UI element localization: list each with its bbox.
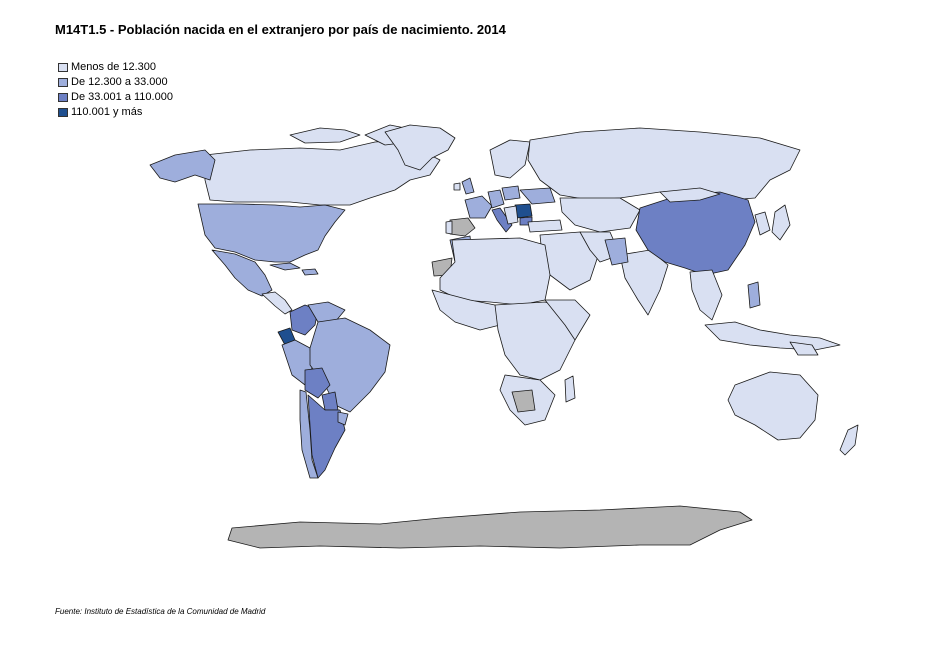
region-canada [204,139,441,206]
legend-swatch [58,63,68,72]
region-spain [449,217,476,237]
region-se-asia [689,269,723,321]
region-new-zealand [839,424,859,456]
region-mongolia [659,187,721,203]
region-uk [461,177,475,195]
region-ukraine [519,187,556,205]
legend-item: 110.001 y más [58,105,173,120]
region-greenland [384,124,456,171]
region-pakistan [604,237,629,266]
source-note: Fuente: Instituto de Estadística de la C… [55,607,266,616]
region-madagascar [564,375,576,403]
region-east-africa [544,299,591,341]
legend-label: 110.001 y más [71,106,143,118]
region-south-africa [511,389,536,413]
legend-item: De 33.001 a 110.000 [58,90,173,105]
legend-label: Menos de 12.300 [71,61,157,73]
region-australia [727,371,819,441]
region-dominican-rep [301,268,319,276]
map-title: M14T1.5 - Población nacida en el extranj… [55,22,506,37]
legend-swatch [58,93,68,102]
region-png [789,341,819,356]
region-philippines [747,281,761,309]
legend-item: De 12.300 a 33.000 [58,75,173,90]
region-venezuela [307,301,346,323]
legend-label: De 33.001 a 110.000 [71,91,173,103]
region-argentina [307,394,346,479]
region-brazil [309,317,391,413]
region-central-asia [559,197,641,233]
region-alaska [149,149,216,183]
region-uruguay [337,411,349,426]
region-colombia [289,304,319,336]
legend-label: De 12.300 a 33.000 [71,76,168,88]
region-korea-japan [754,211,771,236]
legend-item: Menos de 12.300 [58,60,173,75]
region-usa [197,203,346,263]
region-italy [491,207,513,233]
region-poland [501,185,521,201]
region-china [635,191,756,276]
region-scandinavia [489,139,531,179]
region-portugal [445,220,453,235]
region-cuba [269,262,301,271]
region-arctic-islands [289,127,361,144]
region-antarctica [227,505,753,549]
region-north-africa [439,237,551,306]
region-paraguay [321,391,339,411]
region-balkans [503,205,519,225]
legend-swatch [58,78,68,87]
region-indonesia [704,321,841,351]
region-france [464,195,493,219]
region-russia [527,127,801,201]
legend-swatch [58,108,68,117]
legend: Menos de 12.300 De 12.300 a 33.000 De 33… [58,60,173,120]
region-central-america [261,291,293,315]
region-ireland [453,182,461,191]
region-japan [771,204,791,241]
region-bolivia [304,367,331,399]
region-turkey [527,219,563,233]
region-germany [487,189,505,209]
region-west-africa [431,289,501,331]
